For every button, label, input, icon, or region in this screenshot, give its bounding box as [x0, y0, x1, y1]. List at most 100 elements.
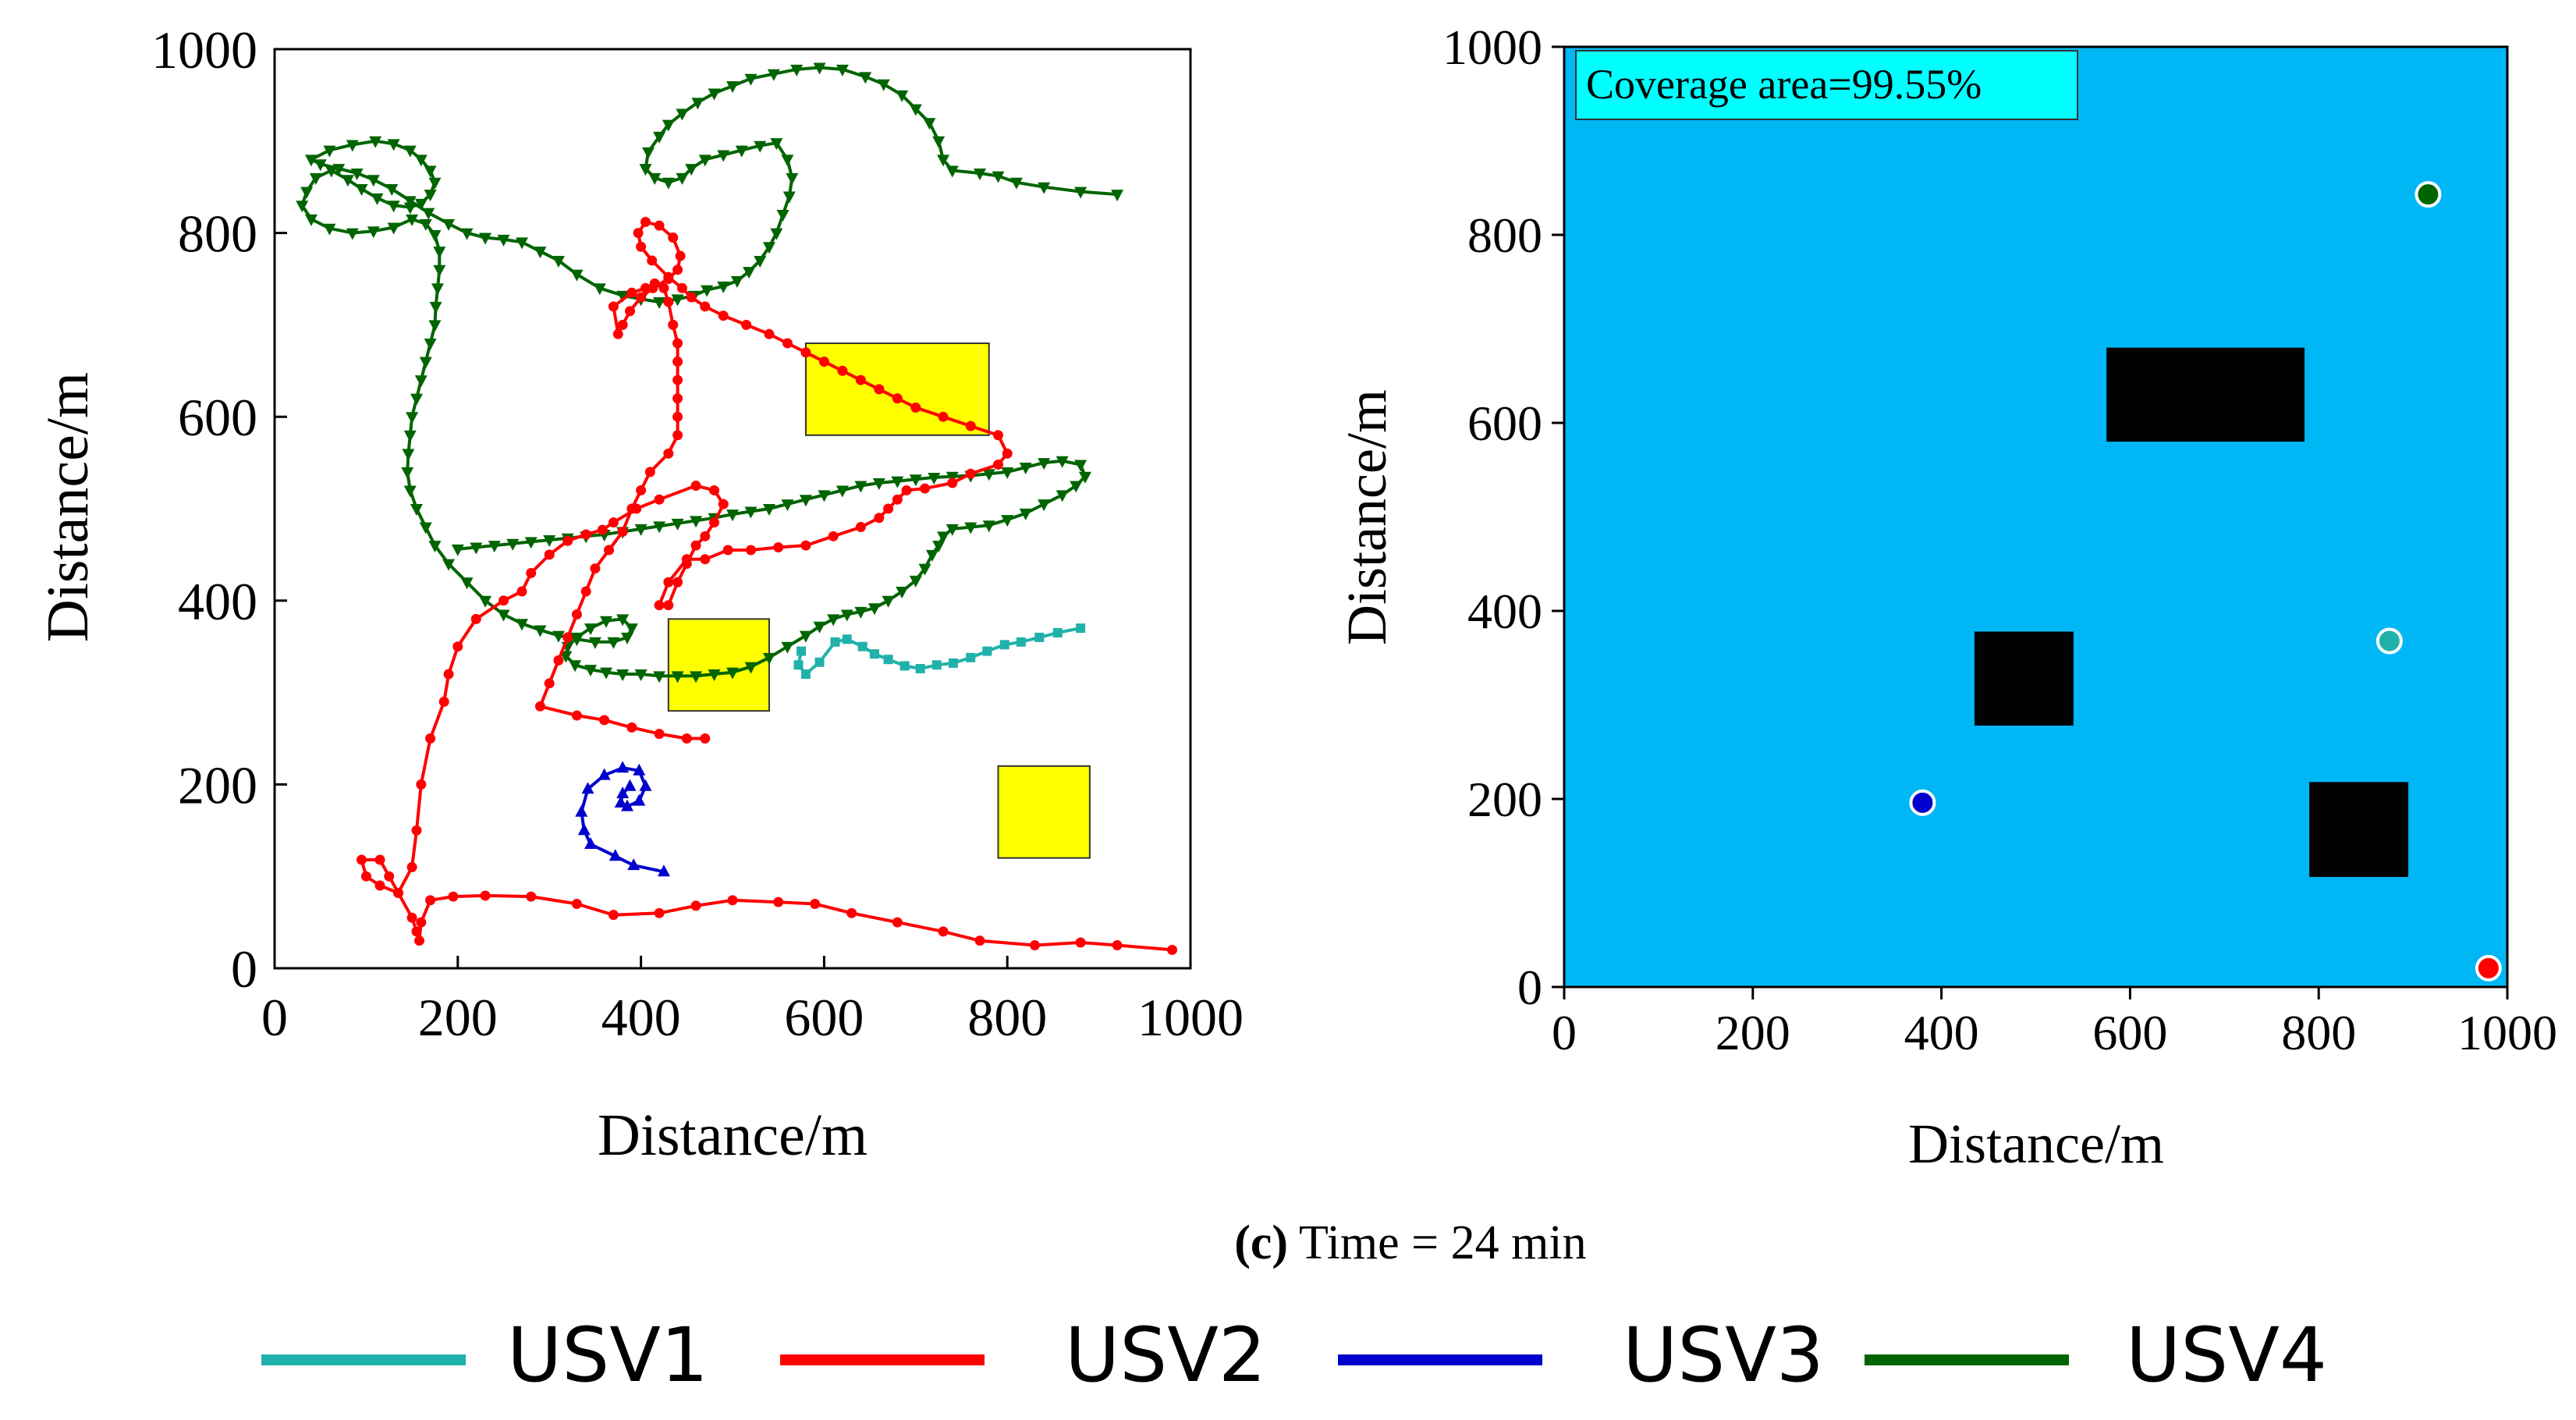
trajectory-point [499, 595, 509, 606]
usv-position-usv4 [2415, 181, 2442, 208]
trajectory-point [799, 630, 812, 643]
trajectory-point [701, 285, 714, 297]
trajectory-point [671, 294, 684, 307]
coverage-map: Coverage area=99.55% 0 200 400 600 800 1000 0… [1336, 20, 2557, 1175]
trajectory-point [414, 154, 428, 167]
trajectory-point [1038, 182, 1051, 194]
trajectory-point [896, 587, 909, 599]
trajectory-point [346, 228, 359, 240]
trajectory-point [925, 549, 939, 562]
left-x-tick-label: 400 [601, 988, 681, 1047]
trajectory-point [599, 667, 612, 680]
trajectory-point [764, 328, 775, 339]
right-x-axis-label: Distance/m [1908, 1113, 2164, 1175]
trajectory-point [1056, 456, 1069, 468]
right-y-tick-label: 400 [1467, 584, 1542, 639]
trajectory-point [580, 586, 591, 597]
trajectory-point [1075, 937, 1086, 948]
trajectory-point [1038, 458, 1051, 470]
trajectory-point [663, 577, 674, 588]
trajectory-point [946, 471, 959, 484]
trajectory-point [896, 90, 909, 102]
caption-label: (c) [1234, 1216, 1288, 1269]
trajectory-point [428, 320, 442, 332]
left-y-tick-label: 0 [231, 939, 257, 999]
trajectory-point [452, 641, 463, 652]
trajectory-point [653, 131, 666, 144]
trajectory-point [883, 503, 894, 514]
series-usv1 [793, 623, 1086, 680]
trajectory-point [403, 145, 417, 158]
right-x-ticks: 0 200 400 600 800 1000 [1552, 987, 2557, 1060]
trajectory-point [920, 483, 931, 494]
trajectory-point [1111, 190, 1124, 202]
trajectory-point [506, 538, 520, 551]
trajectory-point [634, 669, 648, 682]
trajectory-point [296, 201, 309, 213]
trajectory-point [672, 375, 683, 385]
trajectory-point [735, 145, 748, 158]
trajectory-point [1016, 637, 1026, 647]
trajectory-point [640, 216, 651, 227]
trajectory-point [872, 478, 885, 491]
trajectory-point [681, 554, 692, 565]
trajectory-point [810, 899, 821, 910]
trajectory-point [1029, 940, 1040, 951]
left-x-tick-label: 600 [784, 988, 864, 1047]
trajectory-point [859, 72, 872, 84]
left-y-axis-label: Distance/m [35, 372, 101, 642]
series-usv2 [357, 216, 1178, 955]
trajectory-point [840, 609, 853, 622]
trajectory-point [762, 504, 775, 516]
trajectory-point [633, 793, 646, 806]
trajectory-point [974, 935, 985, 946]
trajectory-point [633, 763, 646, 776]
trajectory-point [892, 917, 903, 928]
right-y-tick-label: 800 [1467, 208, 1542, 263]
trajectory-point [800, 540, 811, 551]
trajectory-point [717, 150, 730, 162]
trajectory-point [653, 296, 666, 309]
trajectory-point [480, 890, 491, 901]
legend-label-usv4: USV4 [2126, 1312, 2327, 1399]
trajectory-point [892, 494, 903, 505]
trajectory-point [559, 651, 573, 663]
trajectory-point [387, 222, 400, 235]
trajectory-point [341, 175, 354, 187]
coverage-annotation: Coverage area=99.55% [1575, 50, 2078, 120]
trajectory-point [1167, 944, 1178, 955]
trajectory-point [671, 518, 684, 531]
trajectory-point [676, 282, 687, 293]
trajectory-point [909, 575, 922, 588]
right-x-tick-label: 0 [1552, 1005, 1577, 1060]
trajectory-point [416, 917, 427, 928]
trajectory-point [633, 228, 644, 239]
trajectory-point [717, 281, 730, 293]
trajectory-point [640, 282, 651, 293]
trajectory-point [790, 64, 804, 76]
right-obstacles [1974, 347, 2409, 878]
trajectory-point [786, 172, 799, 185]
right-x-tick-label: 400 [1904, 1005, 1979, 1060]
trajectory-point [909, 474, 922, 487]
trajectory-point [668, 319, 679, 330]
trajectory-point [938, 926, 949, 937]
trajectory-point [544, 678, 555, 689]
trajectory-chart: 0 200 400 600 800 1000 0 200 400 600 800 1000 Dist… [35, 20, 1244, 1168]
trajectory-point [636, 292, 647, 303]
trajectory-point [690, 481, 701, 492]
trajectory-point [653, 671, 666, 683]
right-y-tick-label: 0 [1517, 960, 1542, 1015]
trajectory-point [304, 154, 318, 167]
trajectory-point [928, 472, 941, 485]
right-x-tick-label: 600 [2092, 1005, 2167, 1060]
trajectory-point [754, 140, 767, 153]
trajectory-point [374, 854, 385, 865]
obstacle [804, 342, 990, 436]
trajectory-point [799, 495, 812, 507]
trajectory-point [662, 177, 675, 190]
trajectory-point [827, 614, 840, 627]
trajectory-point [479, 595, 492, 608]
trajectory-point [598, 768, 611, 780]
